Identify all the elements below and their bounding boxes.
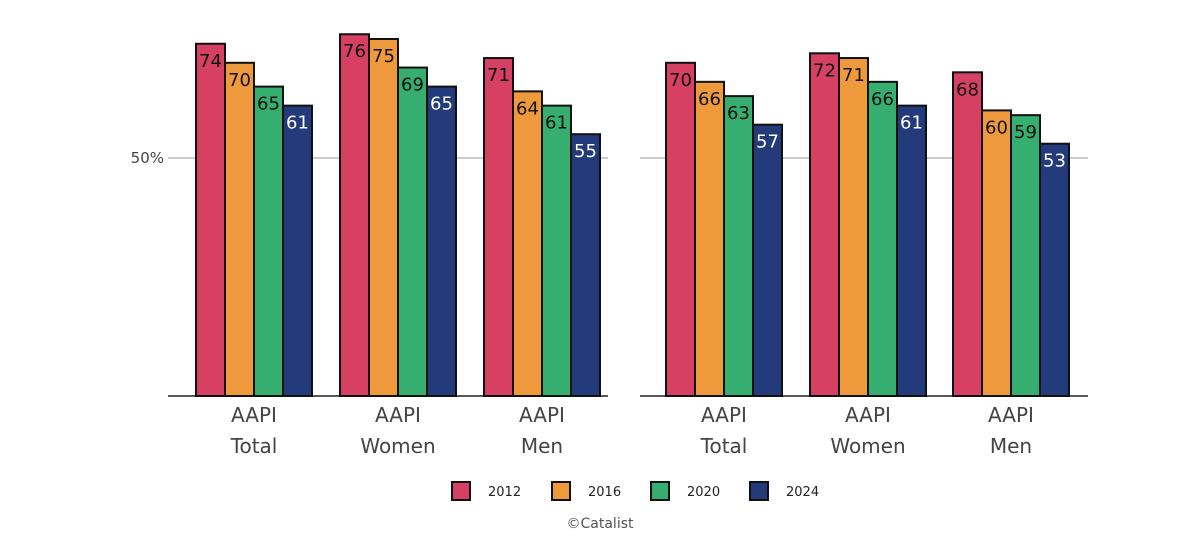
data-label: 72	[813, 60, 836, 81]
data-label: 59	[1014, 122, 1037, 143]
x-tick-label: AAPI	[375, 403, 421, 427]
bar-2016	[224, 61, 255, 398]
legend-swatch-2016	[551, 481, 571, 501]
bar-2012	[483, 57, 514, 397]
data-label: 70	[228, 70, 251, 91]
bar-2016	[981, 109, 1012, 398]
data-label: 71	[842, 65, 865, 86]
bar-2020	[253, 85, 284, 397]
bar-2012	[809, 52, 840, 397]
x-tick-label: AAPI	[519, 403, 565, 427]
bar-2020	[541, 104, 572, 397]
bar-2024	[896, 104, 927, 397]
data-label: 76	[343, 41, 366, 62]
data-label: 74	[199, 51, 222, 72]
x-tick-label: Women	[830, 434, 905, 458]
x-tick-label: AAPI	[845, 403, 891, 427]
bar-2016	[838, 57, 869, 397]
data-label: 65	[430, 94, 453, 115]
data-label: 61	[545, 113, 568, 134]
x-tick-label: Women	[360, 434, 435, 458]
bar-2012	[665, 61, 696, 398]
bar-2012	[339, 33, 370, 398]
legend-label-2024: 2024	[786, 485, 819, 500]
bar-2024	[1039, 142, 1070, 397]
data-label: 64	[516, 98, 539, 119]
legend-swatch-2012	[451, 481, 471, 501]
data-label: 75	[372, 46, 395, 67]
bar-2024	[752, 123, 783, 398]
legend-label-2020: 2020	[687, 485, 720, 500]
x-tick-label: AAPI	[231, 403, 277, 427]
x-tick-label: Total	[230, 434, 278, 458]
bar-2024	[570, 133, 601, 397]
data-label: 57	[756, 132, 779, 153]
bar-2016	[512, 90, 543, 398]
data-label: 63	[727, 103, 750, 124]
data-label: 61	[900, 113, 923, 134]
bar-2016	[694, 80, 725, 397]
bar-2016	[368, 38, 399, 397]
data-label: 66	[871, 89, 894, 110]
x-tick-label: AAPI	[988, 403, 1034, 427]
bar-2020	[723, 95, 754, 398]
bar-2024	[426, 85, 457, 397]
data-label: 60	[985, 117, 1008, 138]
data-label: 65	[257, 94, 280, 115]
legend-label-2016: 2016	[588, 485, 621, 500]
legend-swatch-2024	[749, 481, 769, 501]
data-label: 68	[956, 79, 979, 100]
y-tick-label: 50%	[131, 149, 164, 167]
data-label: 69	[401, 75, 424, 96]
x-tick-label: Men	[990, 434, 1032, 458]
data-label: 71	[487, 65, 510, 86]
x-tick-label: AAPI	[701, 403, 747, 427]
bar-2020	[397, 66, 428, 397]
data-label: 70	[669, 70, 692, 91]
bar-2020	[867, 80, 898, 397]
bar-2012	[952, 71, 983, 397]
bar-2024	[282, 104, 313, 397]
credit-text: ©Catalist	[566, 516, 634, 532]
x-tick-label: Total	[700, 434, 748, 458]
data-label: 53	[1043, 151, 1066, 172]
legend-swatch-2020	[650, 481, 670, 501]
legend-label-2012: 2012	[488, 485, 521, 500]
data-label: 55	[574, 141, 597, 162]
bar-2012	[195, 42, 226, 397]
bar-2020	[1010, 114, 1041, 397]
data-label: 61	[286, 113, 309, 134]
data-label: 66	[698, 89, 721, 110]
x-tick-label: Men	[521, 434, 563, 458]
